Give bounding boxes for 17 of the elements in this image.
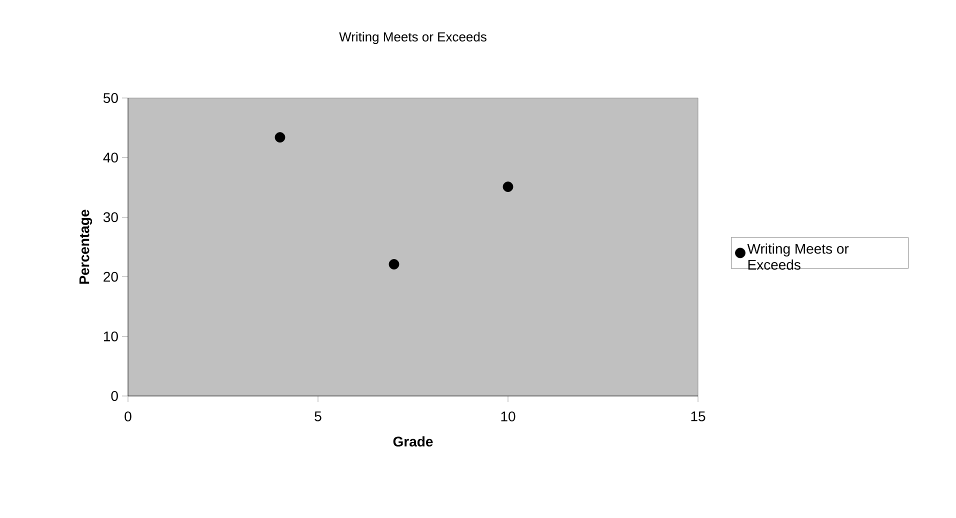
chart-title: Writing Meets or Exceeds (339, 32, 486, 44)
y-axis-title: Percentage (79, 210, 92, 284)
y-tick-label: 50 (103, 93, 118, 103)
point (502, 182, 514, 192)
x-tick-label: 0 (124, 412, 132, 422)
y-tick-label: 20 (104, 272, 118, 282)
y-tick-label: 40 (103, 152, 118, 163)
x-tick-label: 15 (691, 412, 706, 422)
x-tick-label: 10 (501, 412, 516, 422)
point (388, 259, 400, 270)
point (274, 132, 286, 143)
x-axis-title: Grade (393, 436, 433, 447)
y-tick-label: 10 (104, 331, 118, 342)
x-tick-label: 5 (314, 412, 322, 422)
y-tick-label: 30 (103, 212, 118, 222)
legend-label: Writing Meets or Exceeds (747, 243, 849, 270)
y-tick-label: 0 (111, 391, 118, 401)
